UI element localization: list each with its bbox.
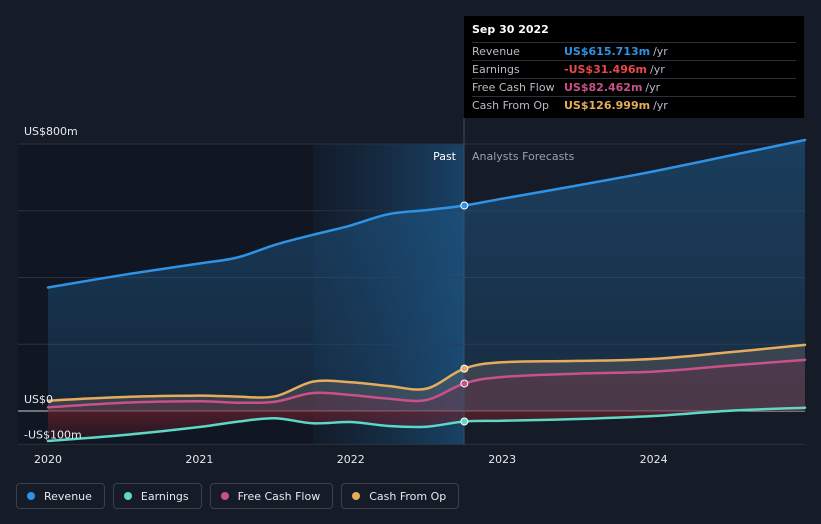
legend-label: Revenue	[44, 489, 92, 503]
tooltip-value: US$82.462m	[564, 81, 643, 94]
area-earnings	[48, 407, 805, 441]
legend-item-revenue[interactable]: Revenue	[16, 483, 105, 509]
line-free-cash-flow	[46, 358, 807, 409]
tooltip-value: US$615.713m	[564, 45, 651, 58]
marker-free-cash-flow[interactable]	[460, 379, 469, 388]
marker-cash-from-op[interactable]	[460, 364, 469, 373]
marker-revenue[interactable]	[460, 201, 469, 210]
legend-item-earnings[interactable]: Earnings	[112, 483, 202, 509]
tooltip-unit: /yr	[653, 99, 668, 112]
tooltip-unit: /yr	[653, 45, 668, 58]
forecast-label: Analysts Forecasts	[472, 150, 575, 163]
tooltip-row-fcf: Free Cash Flow US$82.462m /yr	[472, 79, 796, 97]
legend-item-cash-from-op[interactable]: Cash From Op	[341, 483, 460, 509]
tooltip-label: Earnings	[472, 63, 520, 76]
legend-label: Free Cash Flow	[237, 489, 321, 503]
tooltip-unit: /yr	[645, 81, 661, 94]
y-tick-label: US$800m	[24, 125, 78, 138]
marker-earnings[interactable]	[460, 417, 469, 426]
legend-dot-icon	[123, 492, 132, 500]
legend-dot-icon	[27, 492, 35, 500]
area-free-cash-flow	[48, 359, 805, 411]
line-earnings	[46, 406, 807, 443]
x-tick-label: 2020	[34, 453, 62, 466]
x-tick-label: 2024	[640, 453, 668, 466]
tooltip-row-revenue: Revenue US$615.713m /yr	[472, 43, 796, 61]
legend-dot-icon	[220, 492, 229, 500]
legend-label: Cash From Op	[369, 489, 447, 503]
legend-dot-icon	[352, 492, 361, 500]
y-tick-label: US$0	[24, 393, 53, 406]
tooltip-label: Free Cash Flow	[472, 81, 555, 94]
legend-item-free-cash-flow[interactable]: Free Cash Flow	[209, 483, 334, 509]
y-tick-label: -US$100m	[24, 428, 82, 441]
tooltip-date: Sep 30 2022	[472, 22, 796, 43]
tooltip-value: US$126.999m	[564, 99, 651, 112]
past-label: Past	[433, 150, 457, 163]
line-cash-from-op	[46, 343, 807, 402]
x-tick-label: 2022	[337, 453, 365, 466]
tooltip-unit: /yr	[649, 63, 665, 76]
line-revenue	[46, 138, 807, 289]
x-tick-label: 2021	[185, 453, 213, 466]
tooltip-row-cfo: Cash From Op US$126.999m /yr	[472, 97, 796, 114]
tooltip-value: -US$31.496m	[564, 63, 647, 76]
tooltip: Sep 30 2022 Revenue US$615.713m /yr Earn…	[464, 16, 804, 118]
legend-label: Earnings	[140, 489, 189, 503]
x-tick-label: 2023	[488, 453, 516, 466]
legend: Revenue Earnings Free Cash Flow Cash Fro…	[16, 483, 467, 509]
tooltip-label: Revenue	[472, 45, 520, 58]
tooltip-row-earnings: Earnings -US$31.496m /yr	[472, 61, 796, 79]
area-revenue	[48, 140, 805, 411]
tooltip-label: Cash From Op	[472, 99, 550, 112]
